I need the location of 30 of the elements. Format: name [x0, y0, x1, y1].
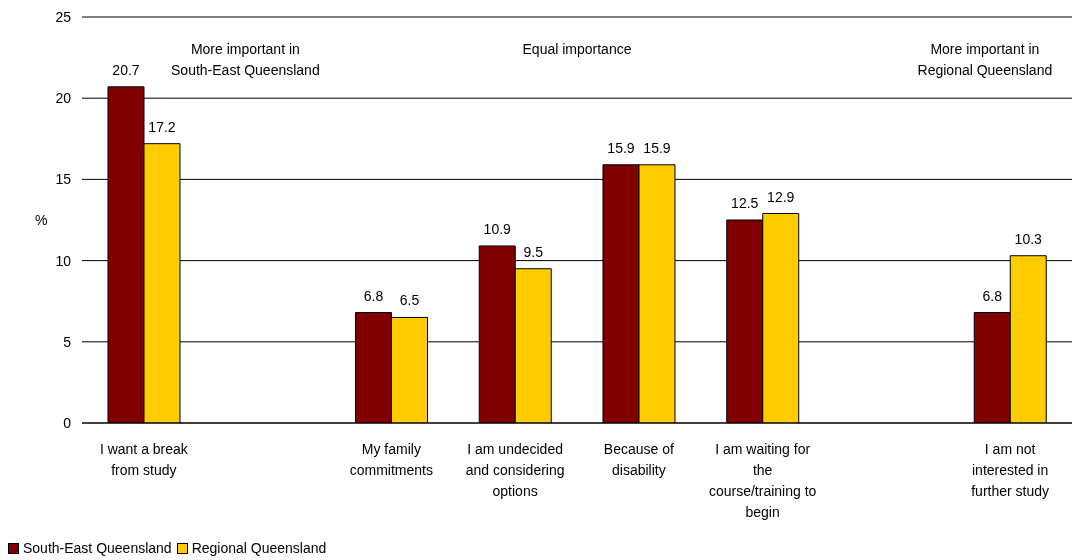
legend-label: Regional Queensland: [191, 539, 327, 558]
data-label: 6.5: [399, 292, 420, 309]
y-tick-label: 25: [55, 8, 72, 25]
x-tick-label: Because of disability: [603, 440, 674, 478]
y-tick-label: 5: [63, 333, 72, 350]
x-tick-label: I want a break from study: [99, 440, 189, 478]
annotation: Equal importance: [522, 41, 632, 57]
x-tick-label: I am waiting for the course/training to begin: [708, 440, 817, 520]
data-label: 9.5: [523, 243, 544, 260]
x-tick-label: I am undecided and considering options: [465, 440, 565, 499]
x-tick-label: I am not interested in further study: [971, 440, 1050, 499]
data-label: 20.7: [112, 61, 140, 78]
data-label: 15.9: [643, 139, 671, 156]
y-tick-label: 10: [55, 252, 72, 269]
y-axis-title: %: [35, 211, 48, 228]
x-tick-label: My family commitments: [349, 440, 433, 478]
data-label: 6.8: [363, 287, 384, 304]
legend-label: South-East Queensland: [23, 539, 172, 558]
annotation: More important in South-East Queensland: [171, 41, 320, 78]
data-label: 15.9: [607, 139, 635, 156]
data-label: 10.9: [483, 220, 512, 237]
y-tick-label: 0: [63, 414, 72, 431]
data-label: 6.8: [982, 287, 1003, 304]
data-label: 10.3: [1014, 230, 1043, 247]
y-tick-label: 15: [55, 171, 72, 188]
data-label: 12.9: [767, 188, 795, 205]
data-label: 12.5: [731, 195, 759, 211]
data-label: 17.2: [148, 118, 176, 135]
annotation: More important in Regional Queensland: [917, 41, 1053, 78]
y-tick-label: 20: [55, 90, 72, 107]
